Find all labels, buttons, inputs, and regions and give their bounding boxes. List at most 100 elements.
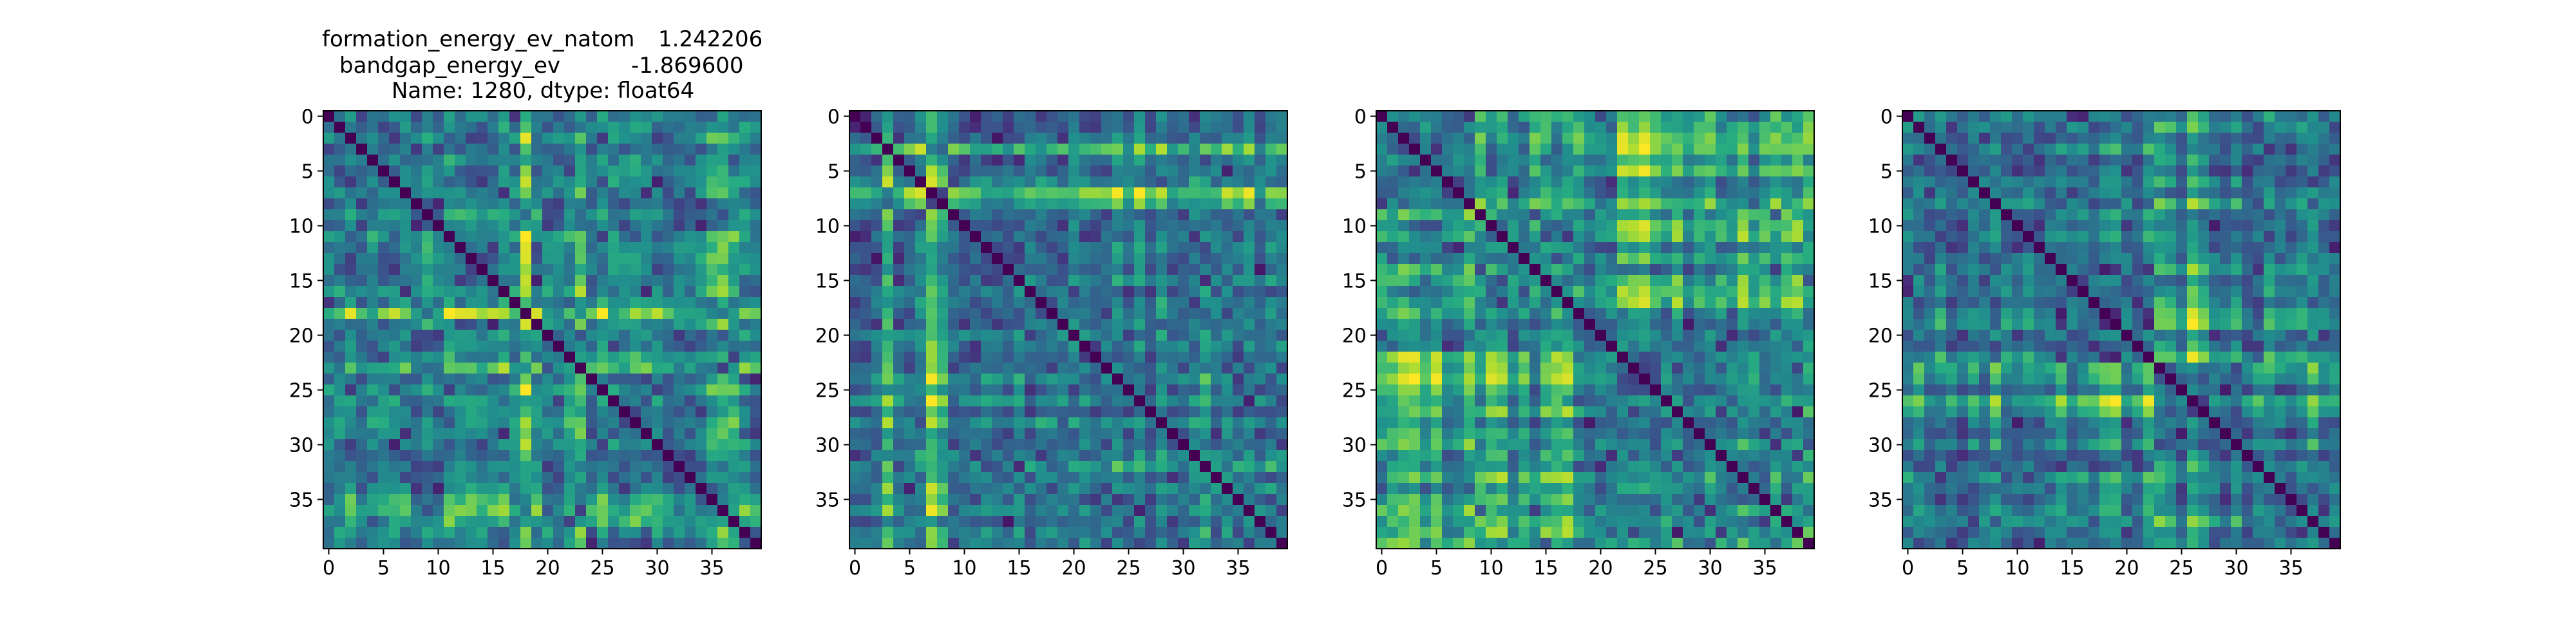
heatmap-cell (520, 144, 532, 155)
heatmap-cell (696, 198, 707, 210)
heatmap-cell (1562, 417, 1574, 429)
heatmap-cell (1057, 406, 1069, 418)
heatmap-cell (1222, 494, 1233, 506)
heatmap-cell (553, 242, 565, 254)
x-tick-label: 35 (699, 557, 724, 580)
heatmap-cell (466, 439, 477, 451)
heatmap-cell (1200, 341, 1211, 352)
heatmap-cell (1519, 450, 1530, 462)
heatmap-cell (564, 319, 576, 330)
heatmap-cell (1475, 439, 1486, 451)
heatmap-cell (619, 527, 630, 538)
heatmap-cell (1519, 505, 1530, 516)
heatmap-cell (575, 516, 587, 527)
heatmap-cell (411, 406, 422, 418)
heatmap-cell (1145, 527, 1157, 538)
heatmap-cell (652, 209, 663, 221)
heatmap-cell (323, 297, 335, 308)
heatmap-cell (488, 406, 499, 418)
heatmap-cell (1738, 275, 1749, 287)
heatmap-cell (739, 231, 751, 243)
heatmap-cell (498, 275, 510, 287)
heatmap-cell (1792, 363, 1804, 374)
heatmap-cell (1079, 275, 1091, 287)
heatmap-cell (849, 308, 861, 319)
heatmap-cell (1003, 527, 1014, 538)
heatmap-cell (1639, 286, 1651, 298)
heatmap-cell (334, 111, 346, 122)
heatmap-cell (323, 505, 335, 516)
heatmap-cell (1003, 111, 1014, 122)
heatmap-cell (674, 341, 685, 352)
heatmap-cell (1255, 176, 1266, 188)
heatmap-cell (1387, 428, 1399, 440)
heatmap-cell (1409, 176, 1421, 188)
heatmap-cell (1211, 428, 1222, 440)
heatmap-cell (1803, 286, 1815, 298)
heatmap-cell (334, 450, 346, 462)
heatmap-cell (1519, 308, 1530, 319)
heatmap-cell (1486, 176, 1497, 188)
heatmap-cell (1562, 231, 1574, 243)
heatmap-cell (1431, 341, 1443, 352)
heatmap-cell (1530, 494, 1541, 506)
heatmap-cell (608, 494, 620, 506)
heatmap-cell (1486, 220, 1497, 232)
heatmap-cell (750, 494, 762, 506)
heatmap-cell (345, 155, 357, 166)
heatmap-cell (367, 242, 379, 254)
heatmap-cell (575, 111, 587, 122)
heatmap-cell (509, 231, 521, 243)
heatmap-cell (1738, 133, 1749, 144)
heatmap-cell (1453, 395, 1464, 407)
heatmap-cell (1409, 166, 1421, 177)
heatmap-cell (1716, 374, 1727, 385)
heatmap-cell (1233, 253, 1244, 265)
heatmap-cell (1409, 133, 1421, 144)
heatmap-cell (1639, 472, 1651, 484)
heatmap-cell (959, 472, 971, 484)
heatmap-cell (750, 472, 762, 484)
heatmap-cell (1101, 111, 1113, 122)
heatmap-cell (926, 297, 938, 308)
heatmap-cell (575, 461, 587, 473)
heatmap-cell (498, 494, 510, 506)
heatmap-cell (915, 253, 927, 265)
heatmap-cell (1727, 122, 1738, 133)
heatmap-cell (1244, 166, 1255, 177)
heatmap-cell (619, 198, 630, 210)
heatmap-cell (948, 220, 960, 232)
heatmap-cell (739, 374, 751, 385)
heatmap-cell (1661, 187, 1672, 199)
heatmap-cell (893, 450, 905, 462)
heatmap-cell (652, 330, 663, 341)
heatmap-cell (1079, 264, 1091, 276)
heatmap-cell (981, 483, 992, 495)
heatmap-cell (1101, 166, 1113, 177)
heatmap-cell (531, 505, 543, 516)
heatmap-cell (630, 319, 641, 330)
heatmap-cell (1211, 319, 1222, 330)
heatmap-cell (608, 527, 620, 538)
heatmap-cell (597, 341, 609, 352)
heatmap-cell (1387, 144, 1399, 155)
heatmap-cell (871, 472, 883, 484)
heatmap-cell (466, 187, 477, 199)
heatmap-cell (1442, 187, 1454, 199)
heatmap-cell (1617, 483, 1629, 495)
heatmap-cell (1770, 505, 1782, 516)
heatmap-cell (1530, 198, 1541, 210)
heatmap-cell (1442, 308, 1454, 319)
heatmap-cell (1079, 439, 1091, 451)
heatmap-cell (1057, 461, 1069, 473)
heatmap-cell (1540, 198, 1552, 210)
heatmap-cell (1628, 242, 1640, 254)
heatmap-cell (1716, 395, 1727, 407)
heatmap-cell (1705, 363, 1716, 374)
heatmap-cell (1540, 166, 1552, 177)
heatmap-cell (1036, 406, 1047, 418)
heatmap-cell (1387, 155, 1399, 166)
heatmap-cell (948, 384, 960, 396)
heatmap-cell (1540, 450, 1552, 462)
heatmap-cell (663, 231, 674, 243)
